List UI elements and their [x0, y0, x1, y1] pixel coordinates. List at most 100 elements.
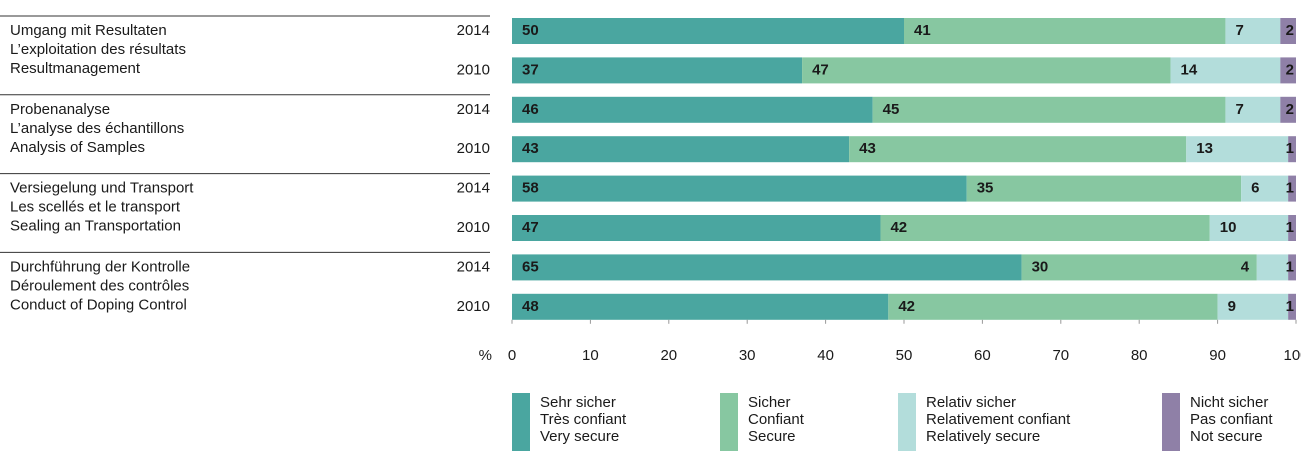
x-tick-label: 20: [660, 347, 677, 364]
bar-segment: [1280, 57, 1296, 84]
year-label: 2010: [457, 140, 490, 157]
value-label: 47: [522, 219, 539, 236]
legend-label: Nicht sicher: [1190, 394, 1268, 411]
value-label: 43: [522, 140, 539, 157]
value-label: 2: [1286, 22, 1294, 39]
value-label: 2: [1286, 61, 1294, 78]
legend-label: Confiant: [748, 411, 805, 428]
value-label: 1: [1286, 219, 1294, 236]
x-tick-label: 80: [1131, 347, 1148, 364]
x-tick-label: 50: [896, 347, 913, 364]
value-label: 14: [1181, 61, 1198, 78]
value-label: 43: [859, 140, 876, 157]
legend-label: Secure: [748, 428, 796, 445]
value-label: 1: [1286, 180, 1294, 197]
bar-segment: [512, 254, 1022, 281]
bar-segment: [802, 57, 1171, 84]
axis-unit: %: [479, 347, 492, 364]
value-label: 42: [890, 219, 907, 236]
value-label: 1: [1286, 140, 1294, 157]
value-label: 1: [1286, 298, 1294, 315]
value-label: 7: [1235, 101, 1243, 118]
value-label: 4: [1241, 258, 1250, 275]
year-label: 2014: [457, 258, 490, 275]
legend-label: Relativ sicher: [926, 394, 1016, 411]
bar-segment: [872, 96, 1226, 123]
legend-label: Relatively secure: [926, 428, 1040, 445]
bar-segment: [512, 57, 803, 84]
group-label: Analysis of Samples: [10, 139, 145, 156]
year-label: 2010: [457, 219, 490, 236]
bar-segment: [512, 215, 881, 241]
x-tick-label: 90: [1209, 347, 1226, 364]
bar-segment: [512, 175, 967, 202]
bar-segment: [1241, 175, 1289, 202]
bar-segment: [1280, 96, 1296, 123]
bar-segment: [1256, 254, 1289, 281]
group-label: Sealing an Transportation: [10, 218, 181, 235]
value-label: 58: [522, 180, 539, 197]
legend-label: Not secure: [1190, 428, 1263, 445]
value-label: 1: [1286, 258, 1294, 275]
bar-segment: [1021, 254, 1257, 281]
group-label: Conduct of Doping Control: [10, 296, 187, 313]
x-tick-label: 40: [817, 347, 834, 364]
group-label: Versiegelung und Transport: [10, 180, 194, 197]
bar-segment: [1209, 215, 1289, 241]
value-label: 41: [914, 22, 931, 39]
value-label: 7: [1235, 22, 1243, 39]
group-label: Umgang mit Resultaten: [10, 22, 167, 39]
bar-segment: [1186, 136, 1289, 163]
bar-segment: [1288, 215, 1296, 241]
x-tick-label: 60: [974, 347, 991, 364]
year-label: 2014: [457, 101, 490, 118]
value-label: 2: [1286, 101, 1294, 118]
value-label: 47: [812, 61, 829, 78]
value-label: 48: [522, 298, 539, 315]
bar-segment: [512, 136, 850, 163]
bar-segment: [512, 18, 904, 44]
legend-label: Sicher: [748, 394, 791, 411]
legend-label: Sehr sicher: [540, 394, 616, 411]
value-label: 35: [977, 180, 994, 197]
bar-segment: [966, 175, 1242, 202]
value-label: 45: [883, 101, 900, 118]
legend-label: Relativement confiant: [926, 411, 1071, 428]
bar-segment: [1288, 254, 1296, 281]
bar-segment: [880, 215, 1210, 241]
x-tick-label: 70: [1052, 347, 1069, 364]
value-label: 42: [898, 298, 915, 315]
x-tick-label: 0: [508, 347, 516, 364]
value-label: 50: [522, 22, 539, 39]
legend-swatch: [1162, 393, 1180, 451]
bar-segment: [1217, 293, 1289, 320]
group-label: Durchführung der Kontrolle: [10, 258, 190, 275]
bar-segment: [1288, 136, 1296, 163]
group-label: Resultmanagement: [10, 60, 141, 77]
value-label: 37: [522, 61, 539, 78]
legend-label: Very secure: [540, 428, 619, 445]
bar-segment: [1170, 57, 1281, 84]
bar-segment: [904, 18, 1226, 44]
bar-segment: [1288, 293, 1296, 320]
year-label: 2014: [457, 180, 490, 197]
legend-swatch: [898, 393, 916, 451]
legend-swatch: [720, 393, 738, 451]
x-tick-label: 30: [739, 347, 756, 364]
legend-label: Pas confiant: [1190, 411, 1273, 428]
bar-segment: [1280, 18, 1296, 44]
value-label: 10: [1220, 219, 1237, 236]
bar-segment: [849, 136, 1187, 163]
bar-segment: [888, 293, 1218, 320]
bar-segment: [512, 96, 873, 123]
year-label: 2014: [457, 22, 490, 39]
x-tick-label: 100: [1283, 347, 1301, 364]
bar-segment: [1225, 96, 1281, 123]
value-label: 13: [1196, 140, 1213, 157]
value-label: 9: [1228, 298, 1236, 315]
bar-segment: [1288, 175, 1296, 202]
year-label: 2010: [457, 298, 490, 315]
legend-swatch: [512, 393, 530, 451]
group-label: Probenanalyse: [10, 101, 110, 118]
